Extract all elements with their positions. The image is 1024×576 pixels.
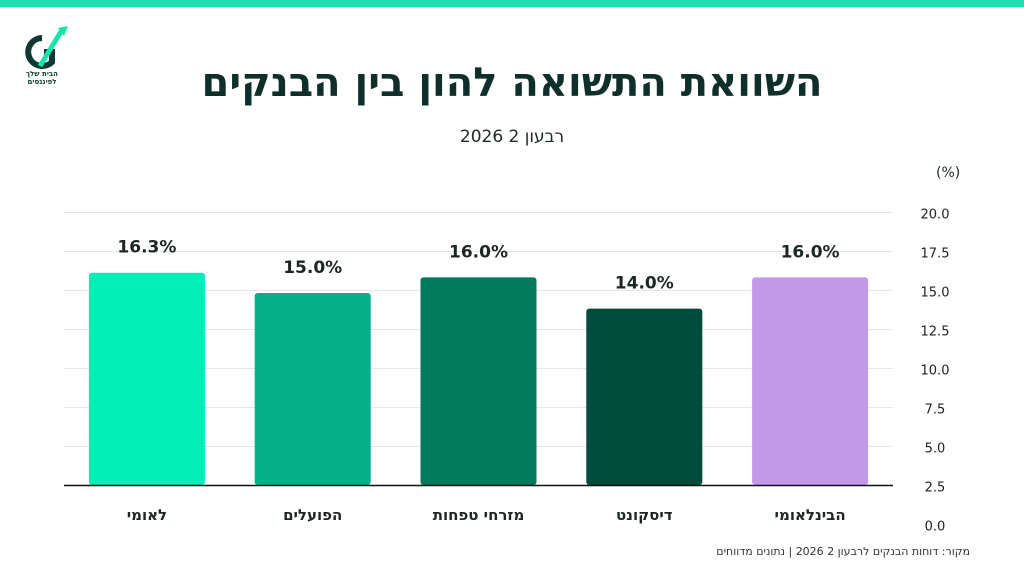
bar-0 [88,272,205,485]
category-label: הפועלים [283,506,342,524]
bar-2 [420,277,537,485]
category-label: לאומי [127,506,167,524]
y-tick-label: 0.0 [925,520,946,535]
bar-value-label: 15.0% [283,258,342,278]
y-tick-label: 20.0 [921,208,950,223]
bar-1 [254,293,371,485]
brand-logo-icon [25,26,68,69]
y-tick-label: 10.0 [921,364,950,379]
y-tick-label: 17.5 [921,247,950,262]
y-tick-label: 15.0 [921,286,950,301]
category-label: דיסקונט [616,506,673,524]
source-note: מקור: דוחות הבנקים לרבעון 2 2026 | נתוני… [716,545,970,558]
top-accent-bar [0,0,1024,7]
category-label: הבינלאומי [775,506,846,524]
bar-3 [586,308,703,485]
bar-value-label: 16.3% [117,238,176,258]
bar-value-label: 16.0% [781,242,840,262]
y-axis-unit-label: (%) [936,165,961,181]
y-tick-label: 2.5 [925,481,946,496]
chart-title: השוואת התשואה להון בין הבנקים [201,60,823,106]
bar-4 [752,277,869,485]
y-tick-label: 5.0 [925,442,946,457]
chart-subtitle: רבעון 2 2026 [459,127,565,147]
brand-logo-text: הבית שלך לפיננסים [26,70,58,86]
bar-value-label: 14.0% [615,274,674,294]
y-tick-label: 7.5 [925,403,946,418]
category-label: מזרחי טפחות [433,506,525,524]
bar-value-label: 16.0% [449,242,508,262]
y-tick-label: 12.5 [921,325,950,340]
